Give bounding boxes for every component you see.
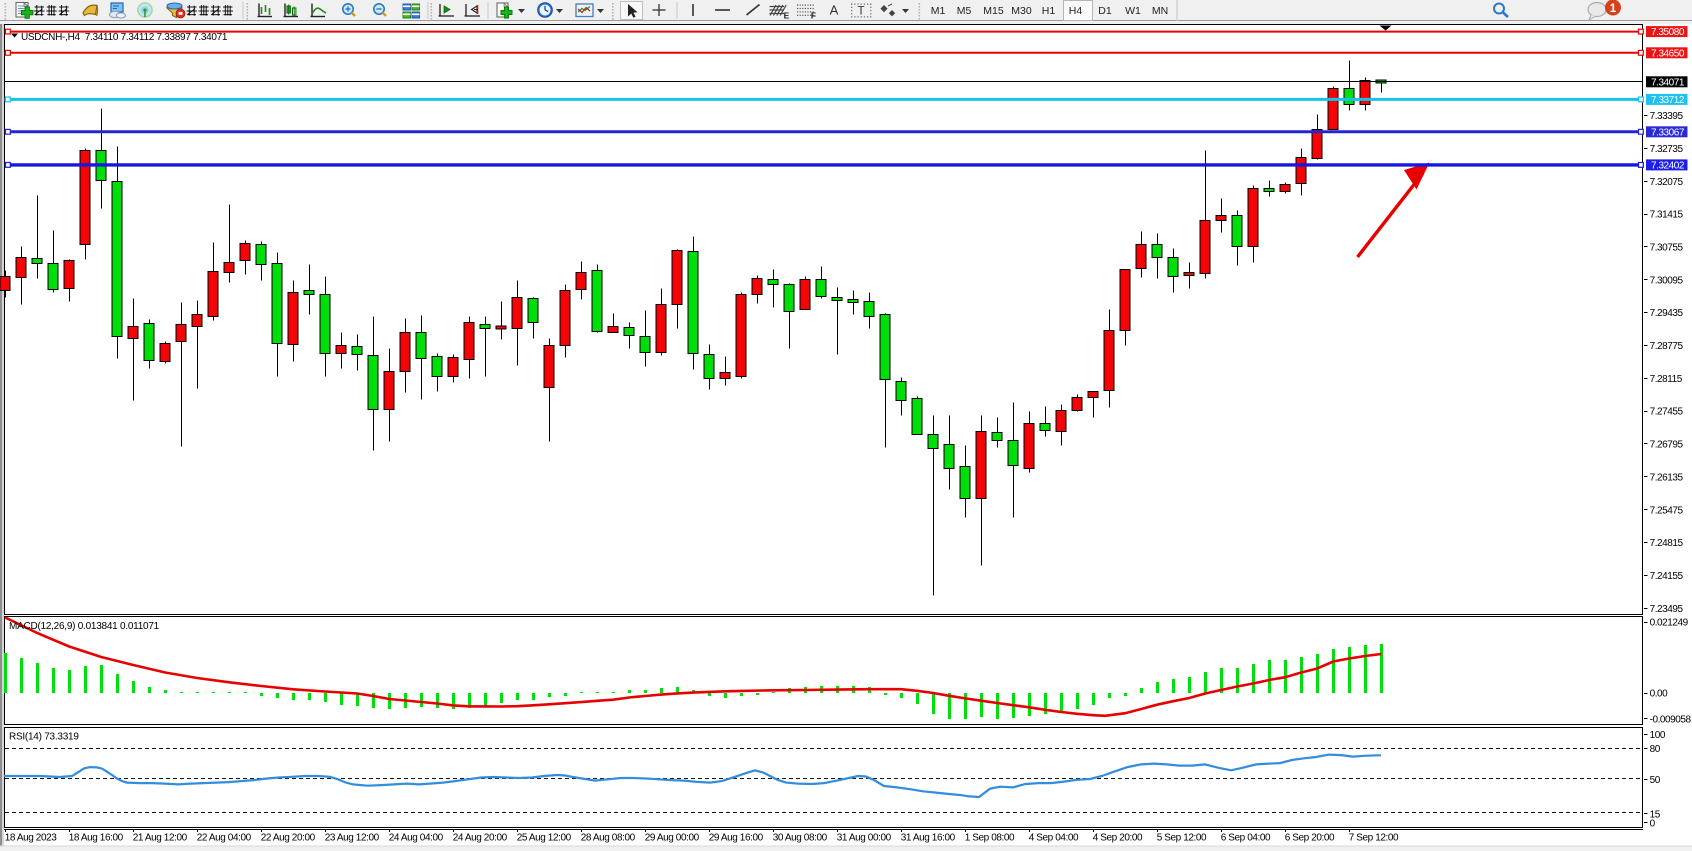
svg-text:100: 100 <box>1650 730 1666 741</box>
svg-text:M1: M1 <box>931 5 946 17</box>
svg-text:M15: M15 <box>983 5 1004 17</box>
svg-text:D1: D1 <box>1098 5 1112 17</box>
svg-text:USDCNH-,H4 7.34110 7.34112 7.: USDCNH-,H4 7.34110 7.34112 7.33897 7.340… <box>21 32 228 43</box>
svg-text:MACD(12,26,9) 0.013841 0.01107: MACD(12,26,9) 0.013841 0.011071 <box>9 621 160 632</box>
svg-text:7.30095: 7.30095 <box>1650 275 1684 286</box>
svg-text:22 Aug 04:00: 22 Aug 04:00 <box>197 833 252 844</box>
svg-text:6 Sep 20:00: 6 Sep 20:00 <box>1285 833 1335 844</box>
svg-text:22 Aug 20:00: 22 Aug 20:00 <box>261 833 316 844</box>
svg-text:7.29435: 7.29435 <box>1650 308 1684 319</box>
svg-text:7.28775: 7.28775 <box>1650 341 1684 352</box>
svg-text:24 Aug 04:00: 24 Aug 04:00 <box>389 833 444 844</box>
svg-text:7.34650: 7.34650 <box>1651 48 1685 59</box>
svg-text:7.24155: 7.24155 <box>1650 571 1684 582</box>
svg-text:23 Aug 12:00: 23 Aug 12:00 <box>325 833 380 844</box>
svg-text:7.26795: 7.26795 <box>1650 440 1684 451</box>
svg-text:7.33712: 7.33712 <box>1651 95 1685 106</box>
svg-text:31 Aug 00:00: 31 Aug 00:00 <box>837 833 892 844</box>
svg-text:MN: MN <box>1152 5 1168 17</box>
svg-text:F: F <box>811 11 816 21</box>
svg-text:7.26135: 7.26135 <box>1650 472 1684 483</box>
svg-text:4 Sep 04:00: 4 Sep 04:00 <box>1029 833 1079 844</box>
svg-text:80: 80 <box>1650 744 1661 755</box>
svg-text:0: 0 <box>1650 818 1656 829</box>
svg-text:H1: H1 <box>1042 5 1056 17</box>
svg-text:7.34071: 7.34071 <box>1651 77 1685 88</box>
svg-text:29 Aug 00:00: 29 Aug 00:00 <box>645 833 700 844</box>
svg-text:T: T <box>857 6 864 18</box>
svg-text:28 Aug 08:00: 28 Aug 08:00 <box>581 833 636 844</box>
svg-text:30 Aug 08:00: 30 Aug 08:00 <box>773 833 828 844</box>
svg-text:29 Aug 16:00: 29 Aug 16:00 <box>709 833 764 844</box>
svg-text:7.24815: 7.24815 <box>1650 538 1684 549</box>
svg-text:A: A <box>830 3 839 18</box>
svg-text:7.27455: 7.27455 <box>1650 407 1684 418</box>
svg-text:7.31415: 7.31415 <box>1650 210 1684 221</box>
svg-text:1: 1 <box>1610 1 1617 15</box>
svg-text:7.35080: 7.35080 <box>1651 27 1685 38</box>
svg-text:RSI(14) 73.3319: RSI(14) 73.3319 <box>9 732 79 743</box>
svg-text:24 Aug 20:00: 24 Aug 20:00 <box>453 833 508 844</box>
svg-text:7.33395: 7.33395 <box>1650 111 1684 122</box>
svg-text:4 Sep 20:00: 4 Sep 20:00 <box>1093 833 1143 844</box>
svg-text:7.33067: 7.33067 <box>1651 127 1685 138</box>
svg-text:7.30755: 7.30755 <box>1650 243 1684 254</box>
svg-text:18 Aug 2023: 18 Aug 2023 <box>5 833 58 844</box>
svg-text:H4: H4 <box>1069 5 1083 17</box>
svg-text:25 Aug 12:00: 25 Aug 12:00 <box>517 833 572 844</box>
svg-text:M30: M30 <box>1011 5 1032 17</box>
svg-text:5 Sep 12:00: 5 Sep 12:00 <box>1157 833 1207 844</box>
svg-text:1 Sep 08:00: 1 Sep 08:00 <box>965 833 1015 844</box>
svg-text:W1: W1 <box>1125 5 1141 17</box>
svg-text:21 Aug 12:00: 21 Aug 12:00 <box>133 833 188 844</box>
svg-text:7.32402: 7.32402 <box>1651 161 1685 172</box>
svg-text:7.32735: 7.32735 <box>1650 144 1684 155</box>
svg-text:31 Aug 16:00: 31 Aug 16:00 <box>901 833 956 844</box>
svg-text:18 Aug 16:00: 18 Aug 16:00 <box>69 833 124 844</box>
svg-text:7.32075: 7.32075 <box>1650 177 1684 188</box>
svg-text:6 Sep 04:00: 6 Sep 04:00 <box>1221 833 1271 844</box>
svg-text:E: E <box>784 11 790 21</box>
svg-text:M5: M5 <box>957 5 972 17</box>
svg-text:7.28115: 7.28115 <box>1650 374 1683 385</box>
svg-text:-0.009058: -0.009058 <box>1650 714 1692 725</box>
svg-text:7 Sep 12:00: 7 Sep 12:00 <box>1349 833 1399 844</box>
svg-text:7.25475: 7.25475 <box>1650 505 1684 516</box>
svg-text:0.021249: 0.021249 <box>1650 618 1689 629</box>
svg-text:15: 15 <box>1650 809 1661 820</box>
svg-text:7.23495: 7.23495 <box>1650 604 1684 615</box>
svg-text:0.00: 0.00 <box>1650 689 1669 700</box>
svg-text:50: 50 <box>1650 775 1661 786</box>
